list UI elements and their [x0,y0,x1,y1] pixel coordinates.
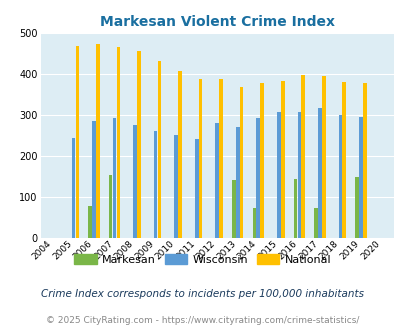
Bar [252,208,256,238]
Bar [239,87,243,238]
Bar [75,46,79,238]
Text: Crime Index corresponds to incidents per 100,000 inhabitants: Crime Index corresponds to incidents per… [41,289,364,299]
Bar [88,206,92,238]
Bar [92,121,96,238]
Bar [313,208,317,238]
Bar [338,115,341,238]
Bar [215,123,219,238]
Text: © 2025 CityRating.com - https://www.cityrating.com/crime-statistics/: © 2025 CityRating.com - https://www.city… [46,316,359,325]
Bar [137,51,141,238]
Bar [293,179,296,238]
Bar [235,127,239,238]
Bar [297,113,301,238]
Bar [96,44,100,238]
Bar [133,125,136,238]
Bar [256,118,260,238]
Bar [260,83,263,238]
Bar [354,177,358,238]
Bar [178,71,181,238]
Bar [301,75,304,238]
Bar [116,47,120,238]
Title: Markesan Violent Crime Index: Markesan Violent Crime Index [100,15,334,29]
Bar [194,139,198,238]
Bar [113,118,116,238]
Bar [358,117,362,238]
Bar [321,76,325,238]
Bar [157,61,161,238]
Bar [198,79,202,238]
Bar [362,82,366,238]
Bar [71,138,75,238]
Legend: Markesan, Wisconsin, National: Markesan, Wisconsin, National [70,250,335,269]
Bar [109,176,112,238]
Bar [280,81,284,238]
Bar [342,82,345,238]
Bar [153,131,157,238]
Bar [174,135,177,238]
Bar [317,108,321,238]
Bar [219,79,222,238]
Bar [231,180,235,238]
Bar [276,113,280,238]
